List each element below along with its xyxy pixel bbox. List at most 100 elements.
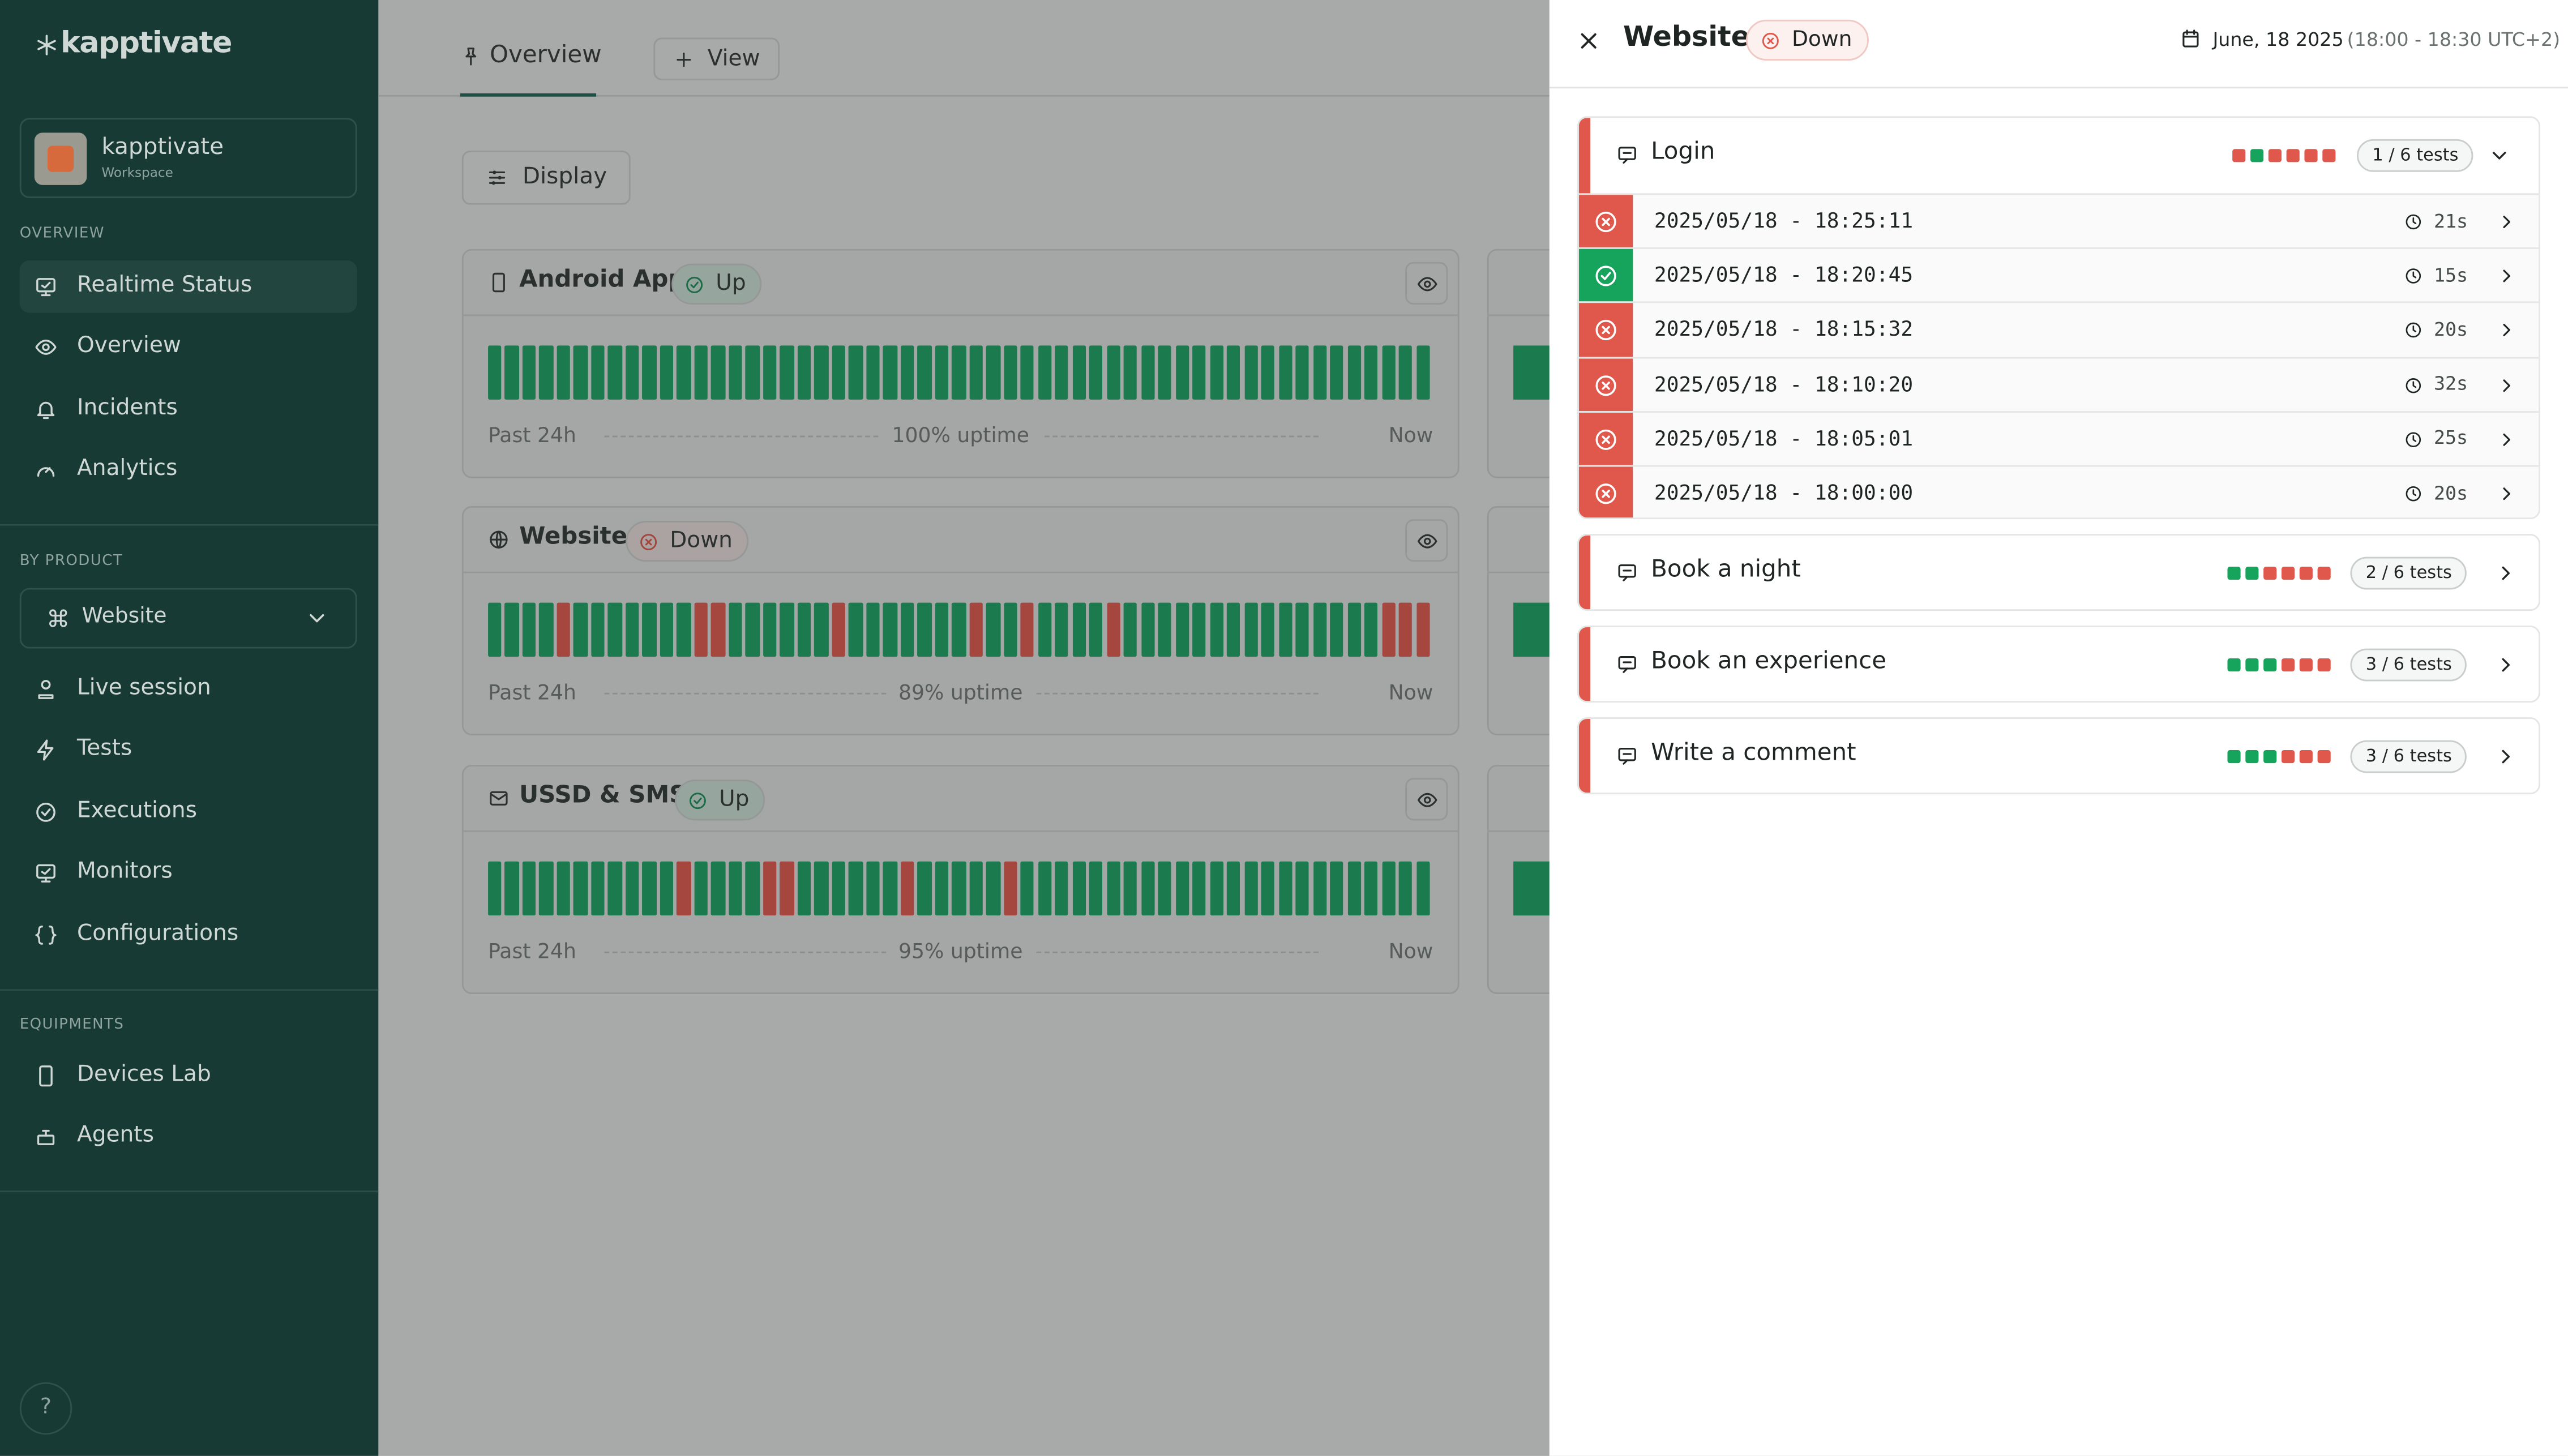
card-header-line	[463, 830, 1458, 832]
uptime-bar	[1398, 345, 1413, 400]
uptime-bar	[814, 861, 828, 916]
uptime-bar	[505, 861, 519, 916]
uptime-bar	[643, 602, 657, 657]
uptime-bar	[1312, 861, 1326, 916]
uptime-bar	[694, 345, 708, 400]
uptime-text: 100% uptime	[879, 422, 1043, 447]
uptime-bar	[952, 602, 966, 657]
uptime-bar	[1192, 345, 1206, 400]
uptime-bar	[677, 861, 691, 916]
uptime-bar	[1244, 602, 1258, 657]
uptime-bar	[832, 602, 846, 657]
calendar-icon	[2182, 29, 2199, 48]
uptime-bar	[505, 345, 519, 400]
uptime-bar	[1158, 345, 1172, 400]
result-dot	[2227, 658, 2241, 672]
nav-label: Devices Lab	[76, 1061, 211, 1087]
uptime-bar	[1106, 345, 1120, 400]
run-chevron	[2503, 379, 2511, 392]
workspace-switcher[interactable]: kapptivate Workspace	[19, 118, 357, 199]
test-icon	[1618, 147, 1636, 164]
test-header[interactable]: Book an experience 3 / 6 tests	[1590, 628, 2539, 701]
nav-item[interactable]: Overview	[20, 322, 357, 374]
uptime-bar	[591, 602, 605, 657]
run-row[interactable]: 2025/05/18 - 18:10:20 32s	[1578, 356, 2539, 412]
detail-panel: Website Down June, 18 2025 (18:00 - 18:30 U…	[1549, 0, 2568, 1456]
nav-label: Live session	[76, 674, 211, 701]
card-title: USSD & SMS	[519, 782, 687, 810]
uptime-bar	[1330, 602, 1344, 657]
uptime-bar	[969, 861, 983, 916]
test-status-strip	[1578, 536, 1591, 610]
product-select[interactable]: Website	[19, 588, 357, 649]
uptime-bar	[1175, 861, 1189, 916]
test-name: Write a comment	[1651, 740, 1856, 767]
nav-item[interactable]: Analytics	[20, 444, 357, 497]
display-button[interactable]: Display	[461, 151, 631, 205]
uptime-bar	[1364, 861, 1378, 916]
view-label: View	[707, 46, 760, 72]
tab-icon	[465, 48, 477, 66]
test-header[interactable]: Write a comment 3 / 6 tests	[1590, 720, 2539, 793]
nav-item[interactable]: Live session	[20, 663, 357, 716]
nav-item[interactable]: Executions	[20, 786, 357, 838]
view-button[interactable]: View	[653, 37, 780, 80]
nav-icon	[36, 864, 55, 883]
visibility-button[interactable]	[1405, 778, 1448, 821]
panel-time-range: (18:00 - 18:30 UTC+2)	[2347, 28, 2561, 51]
uptime-bar	[711, 861, 725, 916]
test-header[interactable]: Login 1 / 6 tests	[1590, 118, 2539, 193]
uptime-bar	[1415, 861, 1429, 916]
uptime-bar	[1003, 345, 1017, 400]
uptime-start: Past 24h	[488, 679, 587, 704]
nav-item[interactable]: Incidents	[20, 383, 357, 435]
uptime-end: Now	[1379, 938, 1433, 963]
test-name: Book a night	[1651, 557, 1801, 584]
close-button[interactable]	[1576, 28, 1602, 54]
uptime-bar	[694, 602, 708, 657]
visibility-button[interactable]	[1405, 519, 1448, 562]
display-label: Display	[522, 164, 607, 190]
nav-item[interactable]: Tests	[20, 725, 357, 777]
uptime-bar	[1278, 345, 1292, 400]
uptime-bar	[1227, 602, 1241, 657]
uptime-bar	[1038, 345, 1052, 400]
run-row[interactable]: 2025/05/18 - 18:15:32 20s	[1578, 302, 2539, 358]
uptime-bar	[694, 861, 708, 916]
tab[interactable]: Overview	[460, 36, 602, 97]
help-button[interactable]: ?	[19, 1382, 72, 1435]
run-row[interactable]: 2025/05/18 - 18:05:01 25s	[1578, 410, 2539, 466]
uptime-text: 89% uptime	[885, 679, 1036, 704]
nav-item[interactable]: Agents	[20, 1111, 357, 1164]
uptime-bar	[1295, 345, 1309, 400]
uptime-bar	[660, 602, 674, 657]
result-dot	[2317, 567, 2331, 580]
uptime-bar	[797, 602, 811, 657]
nav-item[interactable]: Monitors	[20, 847, 357, 900]
uptime-bar	[591, 861, 605, 916]
panel-header-line	[1549, 87, 2568, 89]
run-row[interactable]: 2025/05/18 - 18:00:00 20s	[1578, 465, 2539, 518]
uptime-bar	[1020, 861, 1034, 916]
nav-item[interactable]: Realtime Status	[19, 260, 357, 313]
uptime-bar	[728, 602, 742, 657]
nav-item[interactable]: Devices Lab	[20, 1050, 357, 1102]
uptime-bar	[763, 861, 777, 916]
uptime-bar	[1192, 602, 1206, 657]
section-title: BY PRODUCT	[19, 553, 123, 570]
run-row[interactable]: 2025/05/18 - 18:25:11 21s	[1578, 193, 2539, 249]
test-header[interactable]: Book a night 2 / 6 tests	[1590, 536, 2539, 610]
nav-item[interactable]: Configurations	[20, 908, 357, 961]
uptime-bar	[1089, 861, 1103, 916]
visibility-icon	[1418, 793, 1437, 807]
uptime-bar	[1158, 861, 1172, 916]
result-dot	[2304, 149, 2318, 162]
status-badge: Up	[671, 263, 763, 305]
visibility-button[interactable]	[1405, 262, 1448, 305]
uptime-bar	[591, 345, 605, 400]
result-dot	[2263, 658, 2277, 672]
select-chevron	[310, 614, 324, 623]
run-row[interactable]: 2025/05/18 - 18:20:45 15s	[1578, 247, 2539, 303]
display-icon	[489, 170, 506, 185]
